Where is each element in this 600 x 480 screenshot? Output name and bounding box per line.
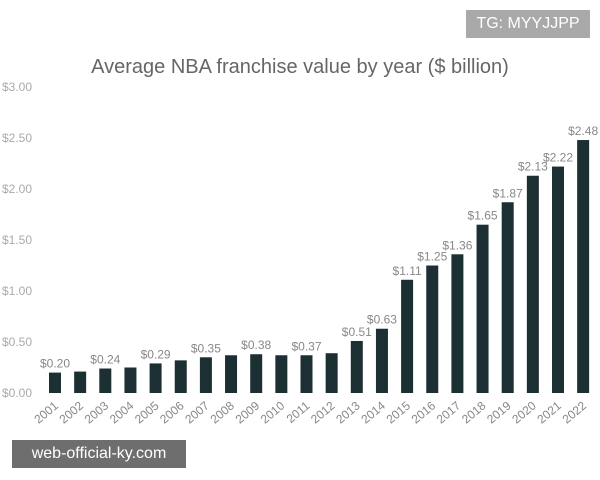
- x-tick-label: 2007: [182, 398, 212, 426]
- data-label: $0.37: [291, 339, 321, 353]
- data-label: $2.48: [568, 124, 598, 138]
- x-tick-label: 2005: [132, 398, 162, 426]
- data-label: $0.63: [367, 313, 397, 327]
- data-label: $2.13: [518, 160, 548, 174]
- x-tick-label: 2015: [384, 398, 414, 426]
- x-tick-label: 2009: [233, 398, 263, 426]
- chart-title: Average NBA franchise value by year ($ b…: [91, 56, 509, 78]
- bar-2009: [250, 354, 263, 393]
- bar-2010: [275, 355, 288, 393]
- bar-2004: [124, 367, 137, 393]
- data-label: $1.87: [493, 186, 523, 200]
- y-tick-label: $0.50: [2, 335, 32, 349]
- data-label: $0.20: [40, 357, 70, 371]
- x-tick-label: 2001: [31, 398, 61, 426]
- x-tick-label: 2004: [107, 398, 137, 426]
- bar-2022: [577, 140, 590, 393]
- x-tick-label: 2006: [157, 398, 187, 426]
- data-label: $2.22: [543, 151, 573, 165]
- bar-2003: [99, 368, 112, 393]
- x-tick-label: 2008: [208, 398, 238, 426]
- bar-2005: [149, 363, 162, 393]
- x-tick-label: 2003: [82, 398, 112, 426]
- bar-2018: [476, 224, 489, 393]
- x-tick-label: 2010: [258, 398, 288, 426]
- data-label: $1.36: [442, 238, 472, 252]
- x-tick-label: 2017: [434, 398, 464, 426]
- x-tick-label: 2020: [509, 398, 539, 426]
- data-label: $0.38: [241, 338, 271, 352]
- bar-2019: [501, 202, 514, 393]
- y-tick-label: $0.00: [2, 386, 32, 400]
- y-tick-label: $2.00: [2, 182, 32, 196]
- bar-2012: [325, 353, 338, 393]
- data-label: $0.29: [141, 347, 171, 361]
- y-tick-label: $1.50: [2, 233, 32, 247]
- x-tick-label: 2014: [358, 398, 388, 426]
- data-label: $1.65: [468, 209, 498, 223]
- data-label: $0.51: [342, 325, 372, 339]
- x-tick-label: 2021: [534, 398, 564, 426]
- bar-2006: [174, 360, 187, 393]
- watermark-top: TG: MYYJJPP: [466, 10, 590, 38]
- bar-2013: [350, 340, 363, 393]
- data-label: $1.25: [417, 250, 447, 264]
- data-label: $0.24: [90, 353, 120, 367]
- watermark-bottom: web-official-ky.com: [12, 440, 186, 468]
- bar-2014: [375, 328, 388, 393]
- bar-2001: [49, 372, 61, 393]
- bar-2017: [451, 254, 464, 393]
- x-tick-label: 2018: [459, 398, 489, 426]
- bar-2016: [426, 265, 439, 393]
- bar-2015: [401, 279, 414, 393]
- x-tick-label: 2012: [308, 398, 338, 426]
- bar-2021: [552, 166, 564, 393]
- x-tick-label: 2022: [560, 398, 590, 426]
- y-tick-label: $3.00: [2, 80, 32, 94]
- bar-2007: [199, 357, 212, 393]
- y-tick-label: $1.00: [2, 284, 32, 298]
- bar-2002: [74, 371, 87, 393]
- x-tick-label: 2013: [333, 398, 363, 426]
- x-tick-label: 2002: [57, 398, 87, 426]
- bar-2011: [300, 355, 313, 393]
- bar-2008: [225, 355, 238, 393]
- data-label: $0.35: [191, 341, 221, 355]
- y-tick-label: $2.50: [2, 131, 32, 145]
- data-label: $1.11: [393, 264, 422, 278]
- x-tick-label: 2019: [484, 398, 514, 426]
- x-tick-label: 2016: [409, 398, 439, 426]
- bar-2020: [526, 175, 539, 393]
- x-tick-label: 2011: [284, 398, 313, 426]
